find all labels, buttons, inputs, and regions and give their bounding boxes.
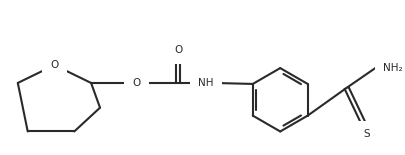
Text: S: S (362, 129, 369, 140)
Text: O: O (50, 60, 58, 70)
Text: O: O (174, 45, 182, 55)
Text: O: O (132, 78, 141, 88)
Text: NH: NH (198, 78, 213, 88)
Text: NH₂: NH₂ (382, 63, 402, 73)
